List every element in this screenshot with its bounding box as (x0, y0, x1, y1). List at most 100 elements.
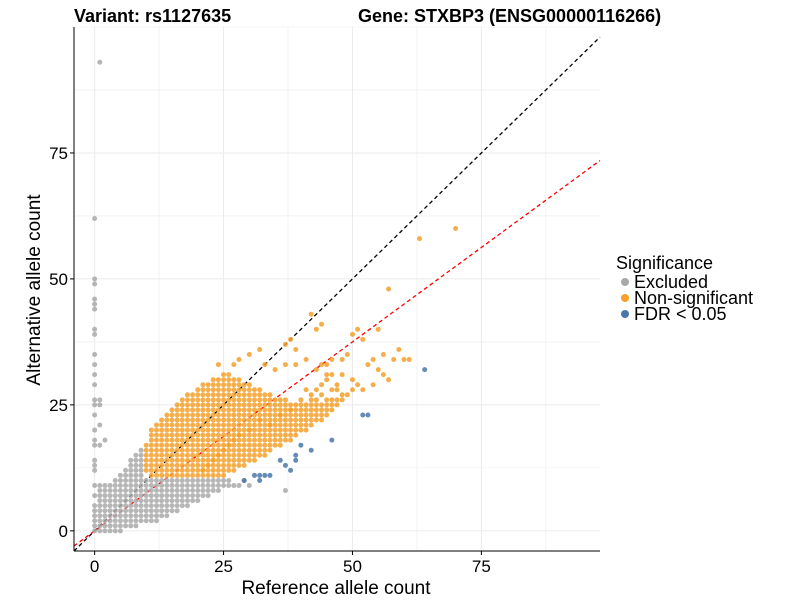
point-excluded (138, 518, 144, 524)
point-non-significant (236, 442, 242, 448)
point-excluded (102, 437, 108, 443)
point-non-significant (143, 452, 149, 458)
point-excluded (97, 422, 103, 428)
point-non-significant (241, 422, 247, 428)
point-non-significant (195, 437, 201, 443)
point-excluded (164, 498, 170, 504)
point-non-significant (184, 392, 190, 398)
point-non-significant (293, 427, 299, 433)
point-excluded (215, 488, 221, 494)
point-excluded (143, 477, 149, 483)
point-non-significant (200, 397, 206, 403)
point-non-significant (215, 382, 221, 388)
point-excluded (97, 528, 103, 534)
point-excluded (107, 483, 113, 488)
point-non-significant (164, 467, 170, 473)
point-non-significant (246, 417, 252, 423)
point-excluded (128, 467, 134, 473)
point-non-significant (246, 432, 252, 438)
point-excluded (97, 493, 103, 499)
point-excluded (169, 508, 175, 514)
point-non-significant (210, 402, 216, 408)
point-non-significant (154, 457, 160, 463)
point-excluded (246, 483, 252, 488)
point-excluded (179, 498, 185, 504)
point-non-significant (210, 432, 216, 438)
point-excluded (159, 513, 165, 519)
point-excluded (154, 483, 160, 488)
point-excluded (97, 488, 103, 494)
point-non-significant (251, 392, 257, 398)
legend-swatch-non-significant (621, 294, 629, 302)
point-non-significant (277, 412, 283, 418)
point-non-significant (154, 447, 160, 453)
point-non-significant (324, 397, 330, 403)
point-non-significant (360, 336, 366, 342)
point-fdr-0-05 (365, 412, 371, 418)
point-excluded (138, 508, 144, 514)
point-excluded (154, 503, 160, 509)
point-excluded (138, 447, 144, 453)
point-excluded (128, 462, 134, 468)
point-non-significant (159, 452, 165, 458)
point-non-significant (210, 412, 216, 418)
point-non-significant (159, 447, 165, 453)
legend-title: Significance (616, 253, 714, 273)
point-non-significant (236, 392, 242, 398)
point-non-significant (210, 437, 216, 443)
point-non-significant (349, 387, 355, 393)
point-fdr-0-05 (298, 442, 304, 448)
legend-label-excluded: Excluded (634, 272, 709, 292)
point-excluded (92, 352, 98, 357)
point-non-significant (298, 422, 304, 428)
point-non-significant (231, 412, 237, 418)
point-excluded (190, 483, 196, 488)
point-non-significant (174, 427, 180, 433)
point-non-significant (184, 462, 190, 468)
point-non-significant (257, 412, 263, 418)
point-non-significant (215, 362, 221, 368)
point-non-significant (272, 407, 278, 413)
point-excluded (117, 508, 123, 514)
point-excluded (97, 523, 103, 529)
point-non-significant (308, 412, 314, 418)
point-non-significant (221, 402, 227, 408)
legend-item-excluded: Excluded (616, 272, 753, 292)
point-non-significant (179, 407, 185, 413)
point-excluded (133, 498, 139, 504)
point-non-significant (174, 422, 180, 428)
point-non-significant (190, 412, 196, 418)
point-non-significant (303, 357, 309, 363)
point-excluded (143, 508, 149, 514)
point-non-significant (215, 417, 221, 423)
point-non-significant (190, 432, 196, 438)
point-excluded (195, 483, 201, 488)
point-non-significant (179, 457, 185, 463)
point-fdr-0-05 (262, 472, 268, 478)
point-excluded (138, 483, 144, 488)
point-non-significant (190, 462, 196, 468)
point-non-significant (231, 427, 237, 433)
point-excluded (179, 493, 185, 499)
point-non-significant (148, 462, 154, 468)
point-excluded (154, 488, 160, 494)
point-excluded (159, 493, 165, 499)
y-tick-label: 25 (49, 396, 68, 415)
point-non-significant (210, 417, 216, 423)
point-non-significant (200, 472, 206, 478)
point-non-significant (267, 442, 273, 448)
point-non-significant (236, 457, 242, 463)
point-non-significant (164, 437, 170, 443)
point-non-significant (184, 457, 190, 463)
point-fdr-0-05 (267, 472, 273, 478)
point-non-significant (205, 432, 211, 438)
point-non-significant (179, 422, 185, 428)
point-non-significant (226, 457, 232, 463)
point-non-significant (221, 457, 227, 463)
point-excluded (148, 518, 154, 524)
point-excluded (195, 488, 201, 494)
point-fdr-0-05 (282, 462, 288, 468)
point-non-significant (251, 402, 257, 408)
point-non-significant (221, 372, 227, 378)
